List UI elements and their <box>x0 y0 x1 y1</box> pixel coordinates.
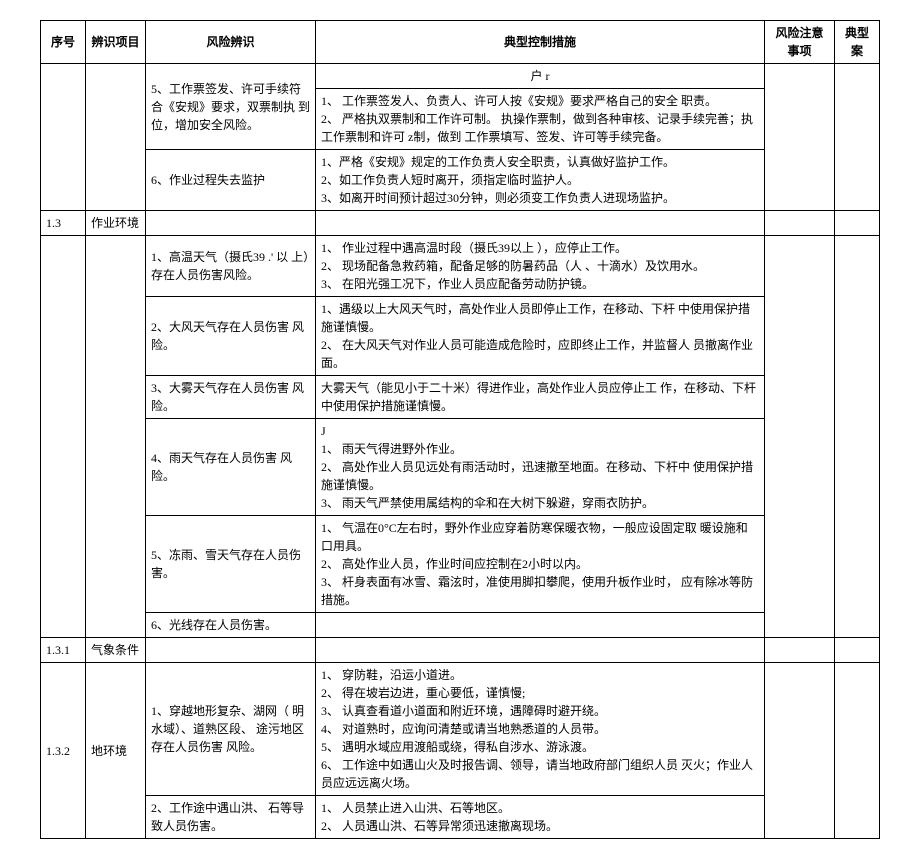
item-cell: 气象条件 <box>86 638 146 663</box>
header-measure: 典型控制措施 <box>316 21 765 64</box>
header-seq: 序号 <box>41 21 86 64</box>
table-row: 6、作业过程失去监护 1、严格《安规》规定的工作负责人安全职责，认真做好监护工作… <box>41 150 880 211</box>
measure-cell: 1、 工作票签发人、负责人、许可人按《安规》要求严格自己的安全 职责。2、 严格… <box>316 89 765 150</box>
measure-cell: J1、 雨天气得进野外作业。2、 高处作业人员见远处有雨活动时，迅速撤至地面。在… <box>316 419 765 516</box>
risk-table: 序号 辨识项目 风险辨识 典型控制措施 风险注意事项 典型案 5、工作票签发、许… <box>40 20 880 839</box>
seq-cell: 1.3 <box>41 211 86 236</box>
measure-cell: 1、 气温在0°C左右时，野外作业应穿着防寒保暖衣物，一般应设固定取 暖设施和口… <box>316 516 765 613</box>
risk-cell: 1、穿越地形复杂、湖网（ 明水域）、道熟区段、 途污地区存在人员伤害 风险。 <box>146 663 316 796</box>
risk-cell: 1、高温天气（摄氏39 .' 以 上）存在人员伤害风险。 <box>146 236 316 297</box>
header-row: 序号 辨识项目 风险辨识 典型控制措施 风险注意事项 典型案 <box>41 21 880 64</box>
header-note: 风险注意事项 <box>765 21 835 64</box>
risk-cell: 5、冻雨、雪天气存在人员伤 害。 <box>146 516 316 613</box>
header-risk: 风险辨识 <box>146 21 316 64</box>
risk-cell: 2、工作途中遇山洪、 石等导致人员伤害。 <box>146 796 316 839</box>
risk-cell: 6、光线存在人员伤害。 <box>146 613 316 638</box>
measure-cell: 1、严格《安规》规定的工作负责人安全职责，认真做好监护工作。2、如工作负责人短时… <box>316 150 765 211</box>
table-row: 1.3 作业环境 <box>41 211 880 236</box>
table-row: 1.3.2 地环境 1、穿越地形复杂、湖网（ 明水域）、道熟区段、 途污地区存在… <box>41 663 880 796</box>
measure-cell: 1、 作业过程中遇高温时段（摄氏39以上 ），应停止工作。2、 现场配备急救药箱… <box>316 236 765 297</box>
measure-cell <box>316 613 765 638</box>
table-row: 5、冻雨、雪天气存在人员伤 害。 1、 气温在0°C左右时，野外作业应穿着防寒保… <box>41 516 880 613</box>
seq-cell: 1.3.2 <box>41 663 86 839</box>
risk-cell: 3、大雾天气存在人员伤害 风险。 <box>146 376 316 419</box>
measure-cell: 1、 人员禁止进入山洪、石等地区。2、 人员遇山洪、石等异常须迅速撤离现场。 <box>316 796 765 839</box>
item-cell: 作业环境 <box>86 211 146 236</box>
risk-cell: 5、工作票签发、许可手续符 合《安规》要求，双票制执 到位，增加安全风险。 <box>146 64 316 150</box>
measure-cell: 1、遇级以上大风天气时，高处作业人员即停止工作，在移动、下杆 中使用保护措施谨慎… <box>316 297 765 376</box>
table-row: 3、大雾天气存在人员伤害 风险。 大雾天气（能见小于二十米）得进作业，高处作业人… <box>41 376 880 419</box>
header-case: 典型案 <box>835 21 880 64</box>
table-row: 2、工作途中遇山洪、 石等导致人员伤害。 1、 人员禁止进入山洪、石等地区。2、… <box>41 796 880 839</box>
risk-cell: 2、大风天气存在人员伤害 风险。 <box>146 297 316 376</box>
measure-cell: 大雾天气（能见小于二十米）得进作业，高处作业人员应停止工 作，在移动、下杆中使用… <box>316 376 765 419</box>
measure-cell: 户 r <box>316 64 765 89</box>
table-row: 1、高温天气（摄氏39 .' 以 上）存在人员伤害风险。 1、 作业过程中遇高温… <box>41 236 880 297</box>
table-row: 4、雨天气存在人员伤害 风险。 J1、 雨天气得进野外作业。2、 高处作业人员见… <box>41 419 880 516</box>
table-row: 5、工作票签发、许可手续符 合《安规》要求，双票制执 到位，增加安全风险。 户 … <box>41 64 880 89</box>
table-row: 6、光线存在人员伤害。 <box>41 613 880 638</box>
seq-cell: 1.3.1 <box>41 638 86 663</box>
table-row: 2、大风天气存在人员伤害 风险。 1、遇级以上大风天气时，高处作业人员即停止工作… <box>41 297 880 376</box>
table-row: 1.3.1 气象条件 <box>41 638 880 663</box>
item-cell: 地环境 <box>86 663 146 839</box>
risk-cell: 6、作业过程失去监护 <box>146 150 316 211</box>
risk-cell: 4、雨天气存在人员伤害 风险。 <box>146 419 316 516</box>
header-item: 辨识项目 <box>86 21 146 64</box>
measure-cell: 1、 穿防鞋，沿运小道进。2、 得在坡岩边进，重心要低，谨慎慢;3、 认真查看道… <box>316 663 765 796</box>
